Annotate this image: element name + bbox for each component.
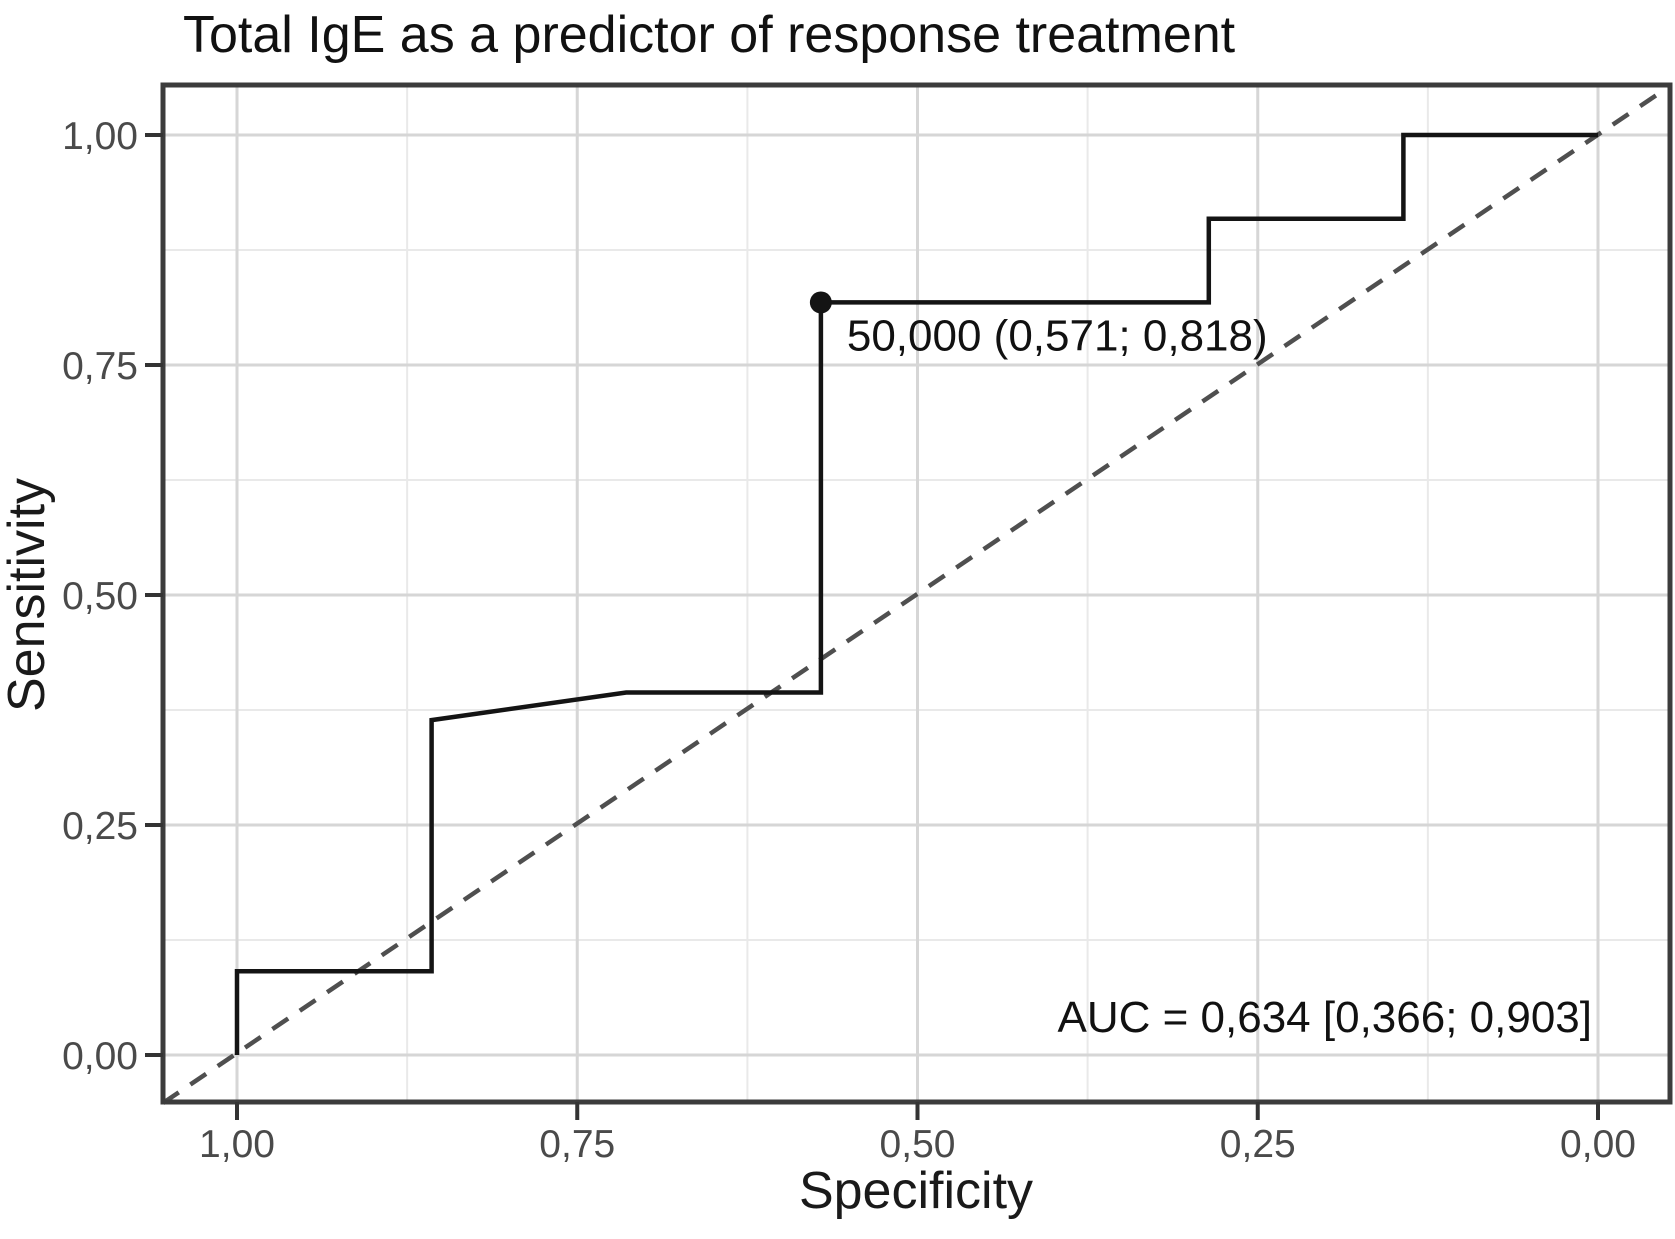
y-tick-label: 1,00 — [62, 115, 138, 158]
chart-title: Total IgE as a predictor of response tre… — [183, 6, 1236, 64]
x-tick-label: 0,00 — [1560, 1123, 1636, 1166]
x-tick-label: 0,50 — [880, 1123, 956, 1166]
x-tick-label: 0,75 — [539, 1123, 615, 1166]
y-axis-label: Sensitivity — [0, 478, 56, 712]
roc-curve-line — [234, 132, 1598, 1055]
grid-major-lines — [163, 85, 1670, 1102]
auc-annotation: AUC = 0,634 [0,366; 0,903] — [1058, 993, 1593, 1042]
y-tick-label: 0,50 — [62, 575, 138, 618]
y-tick-label: 0,00 — [62, 1035, 138, 1078]
y-tick-label: 0,75 — [62, 345, 138, 388]
x-tick-label: 0,25 — [1220, 1123, 1296, 1166]
axis-tick-marks — [145, 133, 1600, 1120]
cutoff-point-label: 50,000 (0,571; 0,818) — [847, 311, 1268, 360]
y-tick-label: 0,25 — [62, 805, 138, 848]
cutoff-point-marker — [809, 291, 832, 314]
x-axis-label: Specificity — [799, 1162, 1033, 1220]
axis-tick-labels: 1,00 0,75 0,50 0,25 0,00 0,00 0,25 0,50 0,75 1,00 — [62, 115, 1636, 1166]
chance-diagonal-line — [161, 84, 1672, 1105]
x-tick-label: 1,00 — [199, 1123, 275, 1166]
